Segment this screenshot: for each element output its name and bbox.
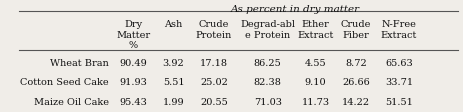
Text: 90.49: 90.49 bbox=[119, 58, 147, 67]
Text: 91.93: 91.93 bbox=[119, 78, 147, 87]
Text: Degrad-abl
e Protein: Degrad-abl e Protein bbox=[240, 20, 294, 39]
Text: Ash: Ash bbox=[164, 20, 182, 29]
Text: Maize Oil Cake: Maize Oil Cake bbox=[33, 97, 108, 106]
Text: 25.02: 25.02 bbox=[200, 78, 227, 87]
Text: N-Free
Extract: N-Free Extract bbox=[380, 20, 416, 39]
Text: 95.43: 95.43 bbox=[119, 97, 147, 106]
Text: Cotton Seed Cake: Cotton Seed Cake bbox=[20, 78, 108, 87]
Text: 71.03: 71.03 bbox=[253, 97, 281, 106]
Text: 5.51: 5.51 bbox=[163, 78, 184, 87]
Text: 82.38: 82.38 bbox=[253, 78, 281, 87]
Text: 11.73: 11.73 bbox=[301, 97, 329, 106]
Text: 4.55: 4.55 bbox=[304, 58, 326, 67]
Text: 1.99: 1.99 bbox=[163, 97, 184, 106]
Text: 9.10: 9.10 bbox=[304, 78, 326, 87]
Text: As percent in dry matter: As percent in dry matter bbox=[230, 5, 359, 14]
Text: 8.72: 8.72 bbox=[344, 58, 366, 67]
Text: 26.66: 26.66 bbox=[341, 78, 369, 87]
Text: 14.22: 14.22 bbox=[341, 97, 369, 106]
Text: Crude
Protein: Crude Protein bbox=[195, 20, 232, 39]
Text: 20.55: 20.55 bbox=[200, 97, 227, 106]
Text: 3.92: 3.92 bbox=[163, 58, 184, 67]
Text: 86.25: 86.25 bbox=[253, 58, 281, 67]
Text: Dry
Matter
%: Dry Matter % bbox=[116, 20, 150, 50]
Text: 65.63: 65.63 bbox=[384, 58, 412, 67]
Text: Crude
Fiber: Crude Fiber bbox=[340, 20, 370, 39]
Text: Wheat Bran: Wheat Bran bbox=[50, 58, 108, 67]
Text: 33.71: 33.71 bbox=[384, 78, 412, 87]
Text: 51.51: 51.51 bbox=[384, 97, 412, 106]
Text: 17.18: 17.18 bbox=[200, 58, 227, 67]
Text: Ether
Extract: Ether Extract bbox=[297, 20, 333, 39]
